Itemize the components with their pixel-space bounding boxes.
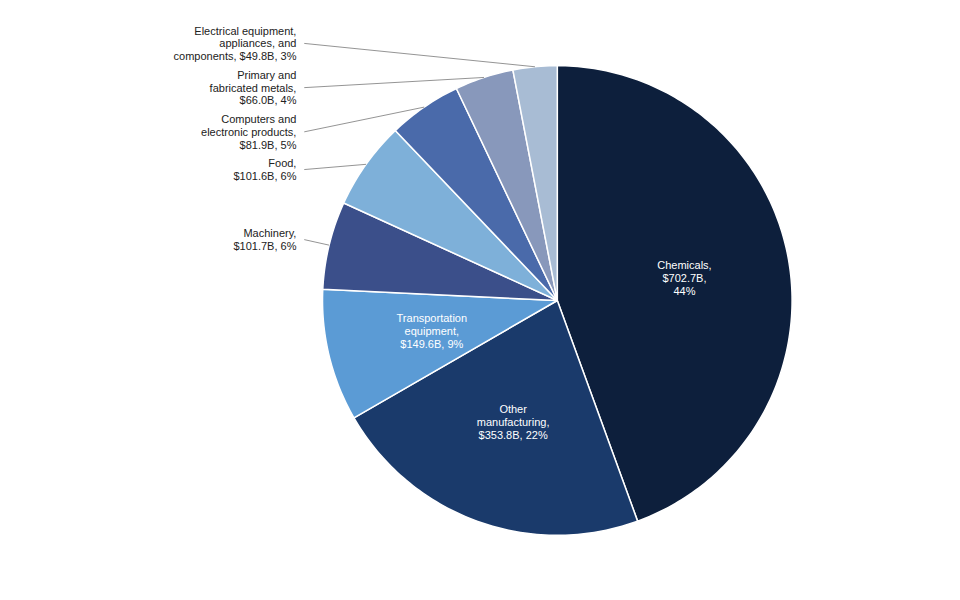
svg-text:Transportationequipment,$149.6: Transportationequipment,$149.6B, 9%	[397, 312, 468, 349]
svg-text:Chemicals,$702.7B,44%: Chemicals,$702.7B,44%	[657, 259, 711, 296]
svg-text:Othermanufacturing,$353.8B, 22: Othermanufacturing,$353.8B, 22%	[477, 403, 550, 440]
svg-text:Electrical equipment,appliance: Electrical equipment,appliances, andcomp…	[174, 25, 297, 62]
svg-text:Machinery,$101.7B, 6%: Machinery,$101.7B, 6%	[233, 227, 296, 252]
svg-text:Food,$101.6B, 6%: Food,$101.6B, 6%	[233, 157, 296, 182]
svg-text:Primary andfabricated metals,$: Primary andfabricated metals,$66.0B, 4%	[210, 69, 297, 106]
svg-text:Computers andelectronic produc: Computers andelectronic products,$81.9B,…	[201, 113, 297, 150]
